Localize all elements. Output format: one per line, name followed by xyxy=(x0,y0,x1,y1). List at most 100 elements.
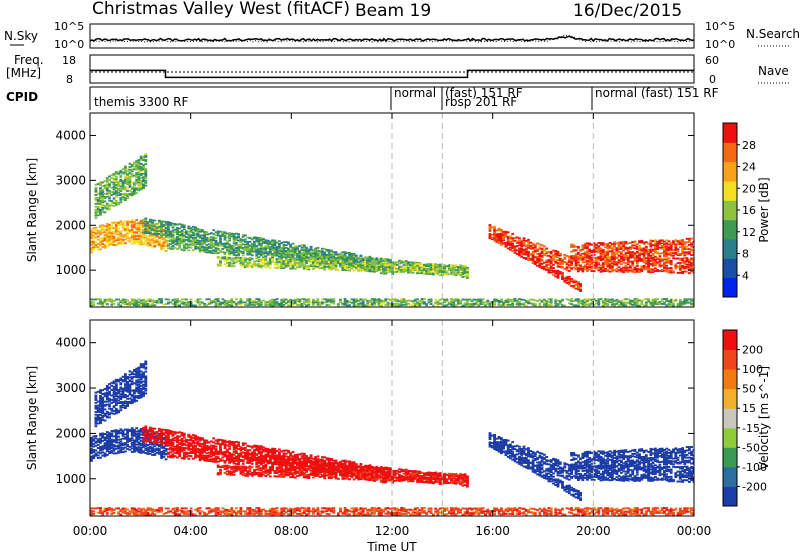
power-cell xyxy=(216,265,220,267)
power-cell xyxy=(488,237,492,240)
power-cell xyxy=(450,273,453,275)
velocity-cell xyxy=(94,437,98,440)
power-cell xyxy=(540,259,544,262)
power-cell xyxy=(561,278,564,280)
power-cell xyxy=(128,166,132,168)
power-cell xyxy=(94,191,98,193)
power-cell xyxy=(404,266,408,268)
power-cell xyxy=(663,245,666,248)
power-cell xyxy=(692,258,694,260)
power-cell xyxy=(124,186,127,189)
power-cell xyxy=(601,266,605,268)
power-cell xyxy=(558,259,562,262)
power-cell xyxy=(126,169,129,172)
power-cell xyxy=(552,267,555,269)
power-cell xyxy=(225,257,229,260)
power-cell xyxy=(223,257,227,260)
power-cell xyxy=(133,188,136,191)
power-cell xyxy=(94,298,98,301)
power-cell xyxy=(128,177,132,180)
power-cell xyxy=(228,239,231,242)
power-cell xyxy=(642,247,646,250)
power-cell xyxy=(577,298,580,300)
power-cell xyxy=(133,161,136,164)
power-cell xyxy=(355,259,358,262)
power-cell xyxy=(563,268,567,270)
power-cell xyxy=(373,267,376,270)
power-cell xyxy=(237,301,240,304)
power-cell xyxy=(427,268,431,270)
power-cell xyxy=(321,298,324,301)
power-cell xyxy=(235,256,238,259)
power-cell xyxy=(284,264,288,267)
power-cell xyxy=(219,263,222,265)
power-cell xyxy=(203,249,206,252)
power-cell xyxy=(90,303,93,305)
power-cell xyxy=(373,298,376,300)
power-cell xyxy=(382,261,385,264)
power-cell xyxy=(167,224,170,227)
power-cell xyxy=(298,252,302,254)
power-cell xyxy=(370,261,374,264)
power-cell xyxy=(96,298,100,301)
power-cell xyxy=(633,252,637,255)
power-cell xyxy=(259,240,263,242)
power-cell xyxy=(647,265,650,268)
power-cell xyxy=(101,238,105,241)
power-cell xyxy=(103,180,107,183)
power-cell xyxy=(368,256,372,259)
power-cell xyxy=(151,219,154,222)
power-cell xyxy=(386,270,390,273)
power-cell xyxy=(527,250,530,253)
power-cell xyxy=(144,236,148,239)
power-cell xyxy=(169,222,173,224)
power-cell xyxy=(672,300,675,302)
power-cell xyxy=(171,298,175,301)
power-cell xyxy=(647,267,650,269)
power-cell xyxy=(610,251,614,254)
power-cell xyxy=(427,262,431,265)
power-cell xyxy=(325,304,329,306)
power-colorbar-swatch xyxy=(723,142,737,163)
power-cell xyxy=(230,252,234,255)
power-cell xyxy=(540,258,544,261)
power-cell xyxy=(413,267,417,270)
power-cell xyxy=(500,304,503,307)
power-cell xyxy=(126,304,129,307)
power-cell xyxy=(350,257,354,259)
power-cell xyxy=(434,268,438,271)
power-cell xyxy=(316,257,320,260)
power-cell xyxy=(608,270,612,273)
power-cell xyxy=(434,263,438,266)
power-cell xyxy=(257,266,261,269)
power-cell xyxy=(239,246,243,249)
power-cell xyxy=(610,262,614,265)
power-cell xyxy=(688,266,691,269)
power-cell xyxy=(144,156,148,158)
power-cell xyxy=(638,253,641,256)
power-cell xyxy=(135,304,139,307)
power-cell xyxy=(341,260,345,263)
y-tick-label: 4000 xyxy=(55,128,86,142)
power-cell xyxy=(148,244,152,247)
power-cell xyxy=(203,241,206,244)
power-cell xyxy=(556,263,560,266)
power-cell xyxy=(624,255,628,258)
power-cell xyxy=(146,244,150,247)
power-cell xyxy=(124,220,127,223)
power-cell xyxy=(434,266,438,268)
power-cell xyxy=(506,241,510,244)
power-cell xyxy=(327,304,331,306)
power-cell xyxy=(228,256,231,259)
power-cell xyxy=(124,235,127,238)
power-cell xyxy=(411,261,415,264)
power-cell xyxy=(94,205,98,208)
power-cell xyxy=(581,248,585,251)
power-cell xyxy=(114,204,118,207)
power-cell xyxy=(386,265,390,267)
power-cell xyxy=(382,300,385,302)
power-cell xyxy=(352,261,356,264)
power-cell xyxy=(203,304,206,307)
power-cell xyxy=(246,263,250,266)
power-cell xyxy=(119,220,123,223)
